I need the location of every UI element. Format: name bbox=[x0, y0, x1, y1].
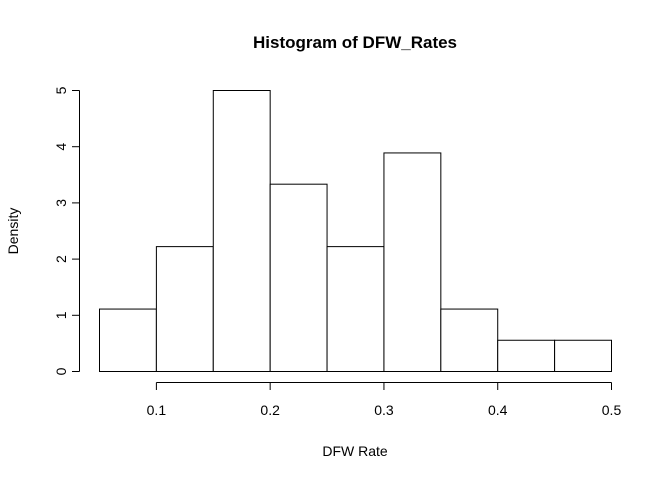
y-tick-label-4: 3 bbox=[53, 199, 69, 207]
y-axis: 0 1 2 3 4 5 bbox=[53, 86, 80, 375]
histogram-bar-3 bbox=[212, 90, 271, 372]
y-tick-label-6: 5 bbox=[53, 86, 69, 94]
y-tick-label-2: 1 bbox=[53, 311, 69, 319]
x-axis: 0.1 0.2 0.3 0.4 0.5 bbox=[147, 382, 622, 418]
bars-group bbox=[99, 90, 612, 373]
x-tick-label-5: 0.5 bbox=[602, 402, 622, 418]
histogram-bar-5 bbox=[326, 246, 385, 372]
x-axis-label: DFW Rate bbox=[322, 443, 388, 459]
y-tick-label-5: 4 bbox=[53, 143, 69, 151]
histogram-bar-6 bbox=[383, 152, 442, 372]
histogram-bar-7 bbox=[440, 308, 499, 372]
histogram-bar-9 bbox=[554, 339, 612, 373]
x-tick-label-3: 0.3 bbox=[374, 402, 394, 418]
y-tick-label-3: 2 bbox=[53, 255, 69, 263]
x-tick-label-2: 0.2 bbox=[260, 402, 280, 418]
histogram-bar-8 bbox=[497, 339, 556, 373]
histogram-bar-1 bbox=[99, 308, 157, 372]
histogram-bar-4 bbox=[269, 183, 328, 372]
y-axis-label: Density bbox=[5, 208, 21, 255]
y-tick-label-1: 0 bbox=[53, 367, 69, 375]
x-tick-label-1: 0.1 bbox=[147, 402, 167, 418]
x-tick-label-4: 0.4 bbox=[488, 402, 508, 418]
histogram-bar-2 bbox=[155, 246, 214, 372]
chart-title: Histogram of DFW_Rates bbox=[253, 33, 457, 52]
